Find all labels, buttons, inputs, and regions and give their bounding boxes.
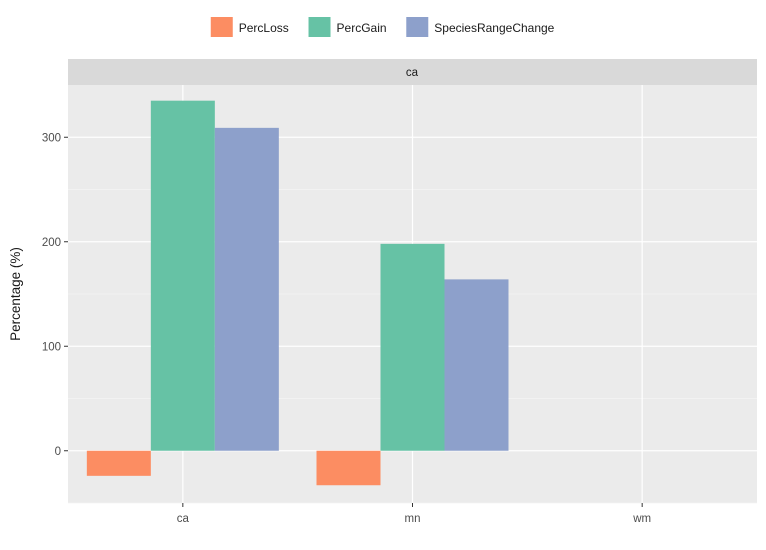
y-axis-title: Percentage (%) bbox=[8, 247, 23, 341]
x-tick-label: ca bbox=[177, 513, 190, 525]
facet-strip bbox=[68, 59, 757, 85]
bar-percloss-ca bbox=[86, 450, 151, 476]
y-tick-label: 300 bbox=[42, 132, 61, 144]
facet-strip-label: ca bbox=[406, 67, 419, 79]
y-axis: 0 100 200 300 bbox=[42, 132, 68, 458]
bar-speciesrangechange-mn bbox=[444, 279, 509, 451]
legend: PercLoss PercGain SpeciesRangeChange bbox=[210, 17, 555, 37]
legend-key-percloss bbox=[210, 17, 233, 37]
bar-percgain-ca bbox=[150, 100, 215, 451]
legend-key-speciesrangechange bbox=[406, 17, 429, 37]
legend-label-percgain: PercGain bbox=[337, 21, 387, 35]
y-tick-label: 0 bbox=[55, 446, 61, 458]
bar-percloss-mn bbox=[316, 450, 381, 486]
bar-speciesrangechange-ca bbox=[214, 127, 279, 451]
legend-key-percgain bbox=[308, 17, 331, 37]
legend-label-percloss: PercLoss bbox=[239, 21, 289, 35]
y-tick-label: 100 bbox=[42, 341, 61, 353]
x-tick-label: wm bbox=[632, 513, 651, 525]
bars bbox=[86, 100, 509, 486]
x-axis: ca mn wm bbox=[177, 503, 651, 525]
bar-percgain-mn bbox=[380, 243, 445, 451]
x-tick-label: mn bbox=[405, 513, 421, 525]
y-tick-label: 200 bbox=[42, 237, 61, 249]
legend-label-speciesrangechange: SpeciesRangeChange bbox=[434, 21, 554, 35]
